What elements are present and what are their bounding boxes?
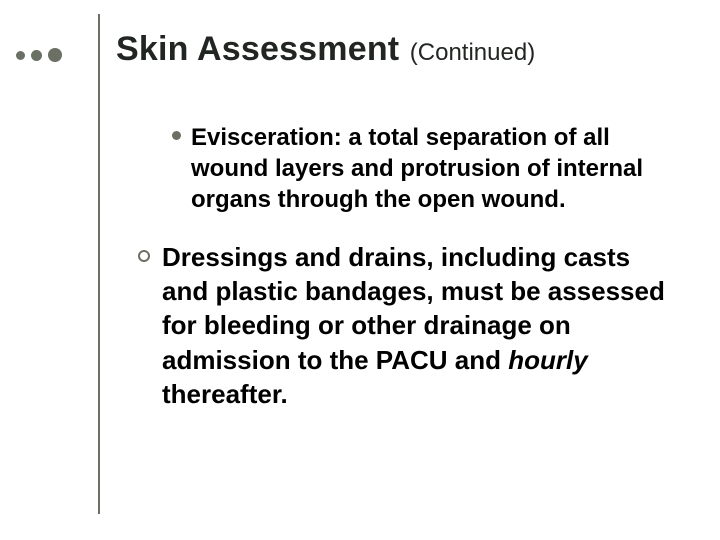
title-main: Skin Assessment <box>116 30 399 68</box>
dot-icon <box>16 51 25 60</box>
slide-body: Evisceration: a total separation of all … <box>138 122 680 411</box>
main-bullet-em: hourly <box>508 345 587 375</box>
sub-bullet-item: Evisceration: a total separation of all … <box>172 122 680 216</box>
sub-bullet-text: Evisceration: a total separation of all … <box>191 122 680 216</box>
filled-circle-icon <box>172 131 181 140</box>
vertical-rule <box>98 14 100 514</box>
dot-icon <box>31 50 42 61</box>
main-bullet-pre: Dressings and drains, including casts an… <box>162 242 665 375</box>
slide: Skin Assessment (Continued) Evisceration… <box>0 0 720 540</box>
main-bullet-text: Dressings and drains, including casts an… <box>162 240 680 412</box>
main-bullet-post: thereafter. <box>162 379 288 409</box>
title-dots <box>16 48 62 62</box>
main-bullet-item: Dressings and drains, including casts an… <box>138 240 680 412</box>
hollow-circle-icon <box>138 250 150 262</box>
title-continued: (Continued) <box>410 39 535 66</box>
slide-title: Skin Assessment (Continued) <box>116 30 696 69</box>
dot-icon <box>48 48 62 62</box>
